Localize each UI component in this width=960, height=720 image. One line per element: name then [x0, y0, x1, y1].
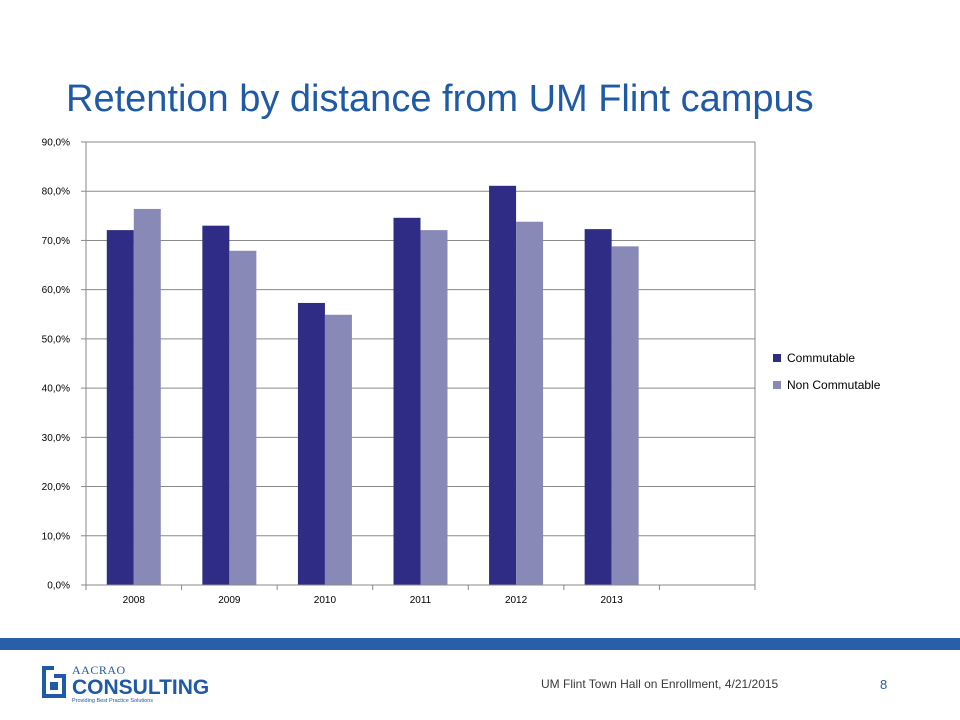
- y-tick-label: 50,0%: [42, 334, 70, 345]
- x-tick-label: 2008: [123, 595, 146, 606]
- y-tick-label: 20,0%: [42, 482, 70, 493]
- logo-brand: CONSULTING: [72, 676, 210, 699]
- axes: 0,0% 10,0% 20,0% 30,0% 40,0% 50,0% 60,0% 70,0% 8…: [42, 138, 756, 606]
- y-tick-label: 90,0%: [42, 138, 70, 149]
- legend-label: Commutable: [787, 351, 855, 365]
- y-tick-label: 10,0%: [42, 531, 70, 542]
- y-tick-label: 30,0%: [42, 433, 70, 444]
- bar-commutable: [202, 225, 230, 585]
- bar-non-commutable: [420, 230, 448, 585]
- x-tick-label: 2010: [314, 595, 337, 606]
- y-tick-label: 0,0%: [47, 581, 70, 592]
- legend-label: Non Commutable: [787, 378, 881, 392]
- x-tick-label: 2011: [410, 595, 432, 606]
- y-tick-label: 60,0%: [42, 285, 70, 296]
- bar-commutable: [584, 229, 612, 585]
- bar-non-commutable: [229, 250, 257, 585]
- bar-commutable: [106, 230, 134, 585]
- bar-commutable: [393, 217, 421, 585]
- x-tick-label: 2013: [601, 595, 624, 606]
- bars: [106, 185, 639, 586]
- bar-non-commutable: [324, 314, 352, 585]
- y-tick-label: 80,0%: [42, 187, 70, 198]
- bar-non-commutable: [516, 221, 544, 586]
- logo-tagline: Providing Best Practice Solutions: [72, 698, 154, 704]
- x-tick-label: 2009: [218, 595, 241, 606]
- footer-bar: [0, 638, 960, 650]
- slide-title: Retention by distance from UM Flint camp…: [66, 78, 814, 120]
- bar-non-commutable: [611, 246, 639, 585]
- legend-swatch: [773, 381, 781, 389]
- footer-text: UM Flint Town Hall on Enrollment, 4/21/2…: [541, 677, 779, 691]
- y-tick-label: 40,0%: [42, 384, 70, 395]
- bar-commutable: [297, 302, 325, 585]
- aacrao-consulting-logo: [42, 666, 66, 698]
- logo-name: AACRAO: [72, 663, 126, 677]
- page-number: 8: [880, 677, 888, 692]
- logo-wordmark: AACRAO CONSULTING Providing Best Practic…: [72, 664, 209, 705]
- legend: Commutable Non Commutable: [773, 351, 881, 392]
- retention-bar-chart: 0,0% 10,0% 20,0% 30,0% 40,0% 50,0% 60,0% 70,0% 8…: [42, 138, 881, 607]
- bar-non-commutable: [133, 208, 161, 586]
- x-tick-label: 2012: [505, 595, 528, 606]
- y-tick-label: 70,0%: [42, 236, 70, 247]
- legend-swatch: [773, 354, 781, 362]
- bar-commutable: [489, 185, 517, 585]
